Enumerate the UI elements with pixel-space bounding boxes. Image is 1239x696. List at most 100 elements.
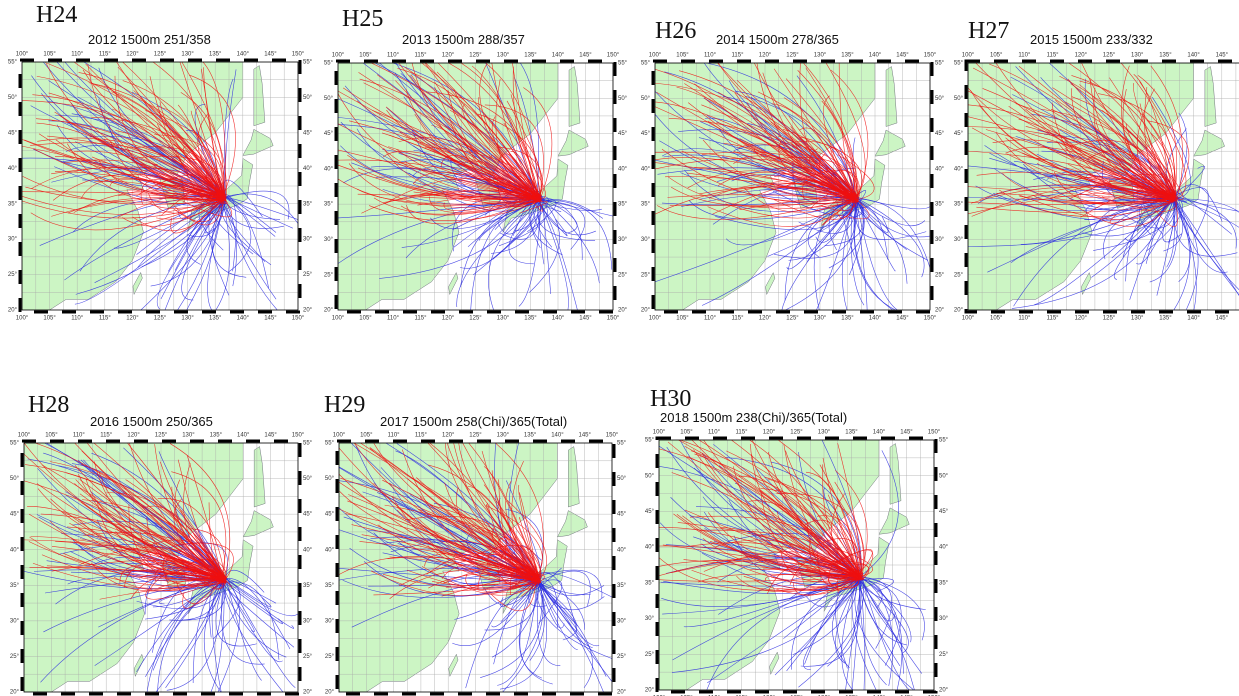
lat-tick-label: 50°: [645, 473, 655, 479]
trajectory: [505, 537, 537, 580]
trajectory: [677, 522, 858, 581]
trajectory: [338, 178, 540, 206]
trajectory: [1011, 199, 1174, 309]
trajectory: [672, 579, 860, 661]
trajectory: [671, 559, 860, 581]
trajectory: [157, 498, 226, 583]
trajectory: [49, 461, 223, 577]
trajectory: [416, 477, 537, 578]
lat-tick-label: 50°: [939, 473, 949, 479]
trajectory: [856, 201, 896, 272]
trajectory: [1114, 165, 1172, 199]
trajectory: [1067, 78, 1173, 200]
trajectory: [81, 450, 226, 577]
trajectory: [500, 576, 540, 607]
trajectory: [677, 440, 861, 576]
trajectory: [857, 574, 912, 643]
trajectory: [482, 580, 540, 594]
trajectory: [791, 143, 856, 197]
trajectory: [689, 515, 863, 576]
trajectory: [786, 579, 861, 672]
frame: [338, 442, 613, 693]
map-area: [339, 443, 612, 692]
trajectory: [687, 170, 854, 199]
trajectory: [356, 188, 541, 205]
lat-tick-label: 40°: [303, 547, 313, 553]
frame-dash: [964, 59, 1239, 314]
trajectory: [82, 69, 225, 197]
lon-tick-label: 115°: [99, 316, 112, 322]
trajectory: [491, 63, 540, 198]
panel-label: H29: [324, 392, 365, 418]
trajectory: [1136, 88, 1173, 202]
trajectory: [850, 196, 865, 306]
trajectory: [771, 103, 857, 197]
lat-tick-label: 25°: [645, 652, 655, 658]
lon-tick-label: 110°: [71, 316, 84, 322]
trajectory: [165, 577, 224, 688]
trajectory: [498, 479, 538, 581]
trajectory: [982, 88, 1174, 200]
lon-tick-label: 100°: [333, 433, 346, 439]
lon-tick-label: 125°: [1103, 316, 1116, 322]
lon-tick-label: 125°: [154, 316, 167, 322]
lon-tick-label: 145°: [1216, 53, 1229, 59]
trajectory: [539, 198, 583, 261]
lat-tick-label: 25°: [10, 654, 20, 660]
trajectory: [806, 577, 860, 608]
trajectory: [703, 97, 854, 197]
trajectory: [529, 198, 560, 293]
trajectory: [173, 195, 225, 226]
trajectory: [684, 83, 855, 198]
trajectory: [51, 166, 226, 198]
lat-tick-label: 20°: [645, 688, 655, 694]
trajectory: [116, 62, 225, 199]
lat-tick-label: 40°: [324, 166, 334, 172]
trajectory: [77, 528, 223, 581]
lon-tick-label: 150°: [607, 53, 620, 59]
trajectory: [834, 199, 870, 220]
trajectory: [79, 196, 221, 272]
lon-tick-label: 100°: [16, 52, 29, 58]
trajectory: [708, 182, 857, 199]
trajectory: [370, 570, 541, 597]
lon-tick-label: 105°: [676, 53, 689, 59]
trajectory: [41, 464, 224, 581]
lat-tick-label: 40°: [939, 545, 949, 551]
trajectory: [74, 443, 224, 580]
lon-tick-label: 110°: [704, 316, 717, 322]
lon-tick-label: 145°: [1216, 316, 1229, 322]
trajectory: [1139, 103, 1177, 199]
trajectory: [225, 576, 296, 688]
trajectory: [391, 496, 536, 579]
trajectory: [725, 457, 862, 577]
trajectory: [830, 69, 869, 198]
lat-tick-label: 20°: [303, 308, 313, 314]
trajectory: [430, 504, 538, 583]
trajectory: [446, 173, 537, 198]
lat-tick-label: 35°: [303, 201, 313, 207]
lon-tick-label: 135°: [209, 52, 222, 58]
lat-tick-label: 30°: [617, 618, 627, 624]
trajectory: [138, 152, 227, 203]
trajectory: [349, 120, 538, 202]
trajectory: [856, 200, 930, 238]
trajectory: [1151, 97, 1191, 199]
trajectory: [1019, 195, 1174, 204]
trajectory: [668, 176, 859, 209]
lon-tick-label: 120°: [126, 316, 139, 322]
lon-tick-label: 120°: [1075, 316, 1088, 322]
panel-caption: 2018 1500m 238(Chi)/365(Total): [660, 410, 847, 425]
trajectory: [659, 448, 861, 575]
lat-tick-label: 25°: [8, 272, 18, 278]
trajectory: [665, 175, 857, 201]
trajectory: [508, 196, 539, 265]
trajectory: [497, 581, 538, 686]
lat-tick-label: 55°: [324, 61, 334, 67]
lat-tick-label: 55°: [617, 441, 627, 447]
lon-tick-label: 145°: [579, 53, 592, 59]
panel-caption: 2013 1500m 288/357: [402, 32, 525, 47]
trajectory: [441, 575, 538, 597]
trajectory: [222, 578, 291, 650]
lat-tick-label: 25°: [324, 272, 334, 278]
